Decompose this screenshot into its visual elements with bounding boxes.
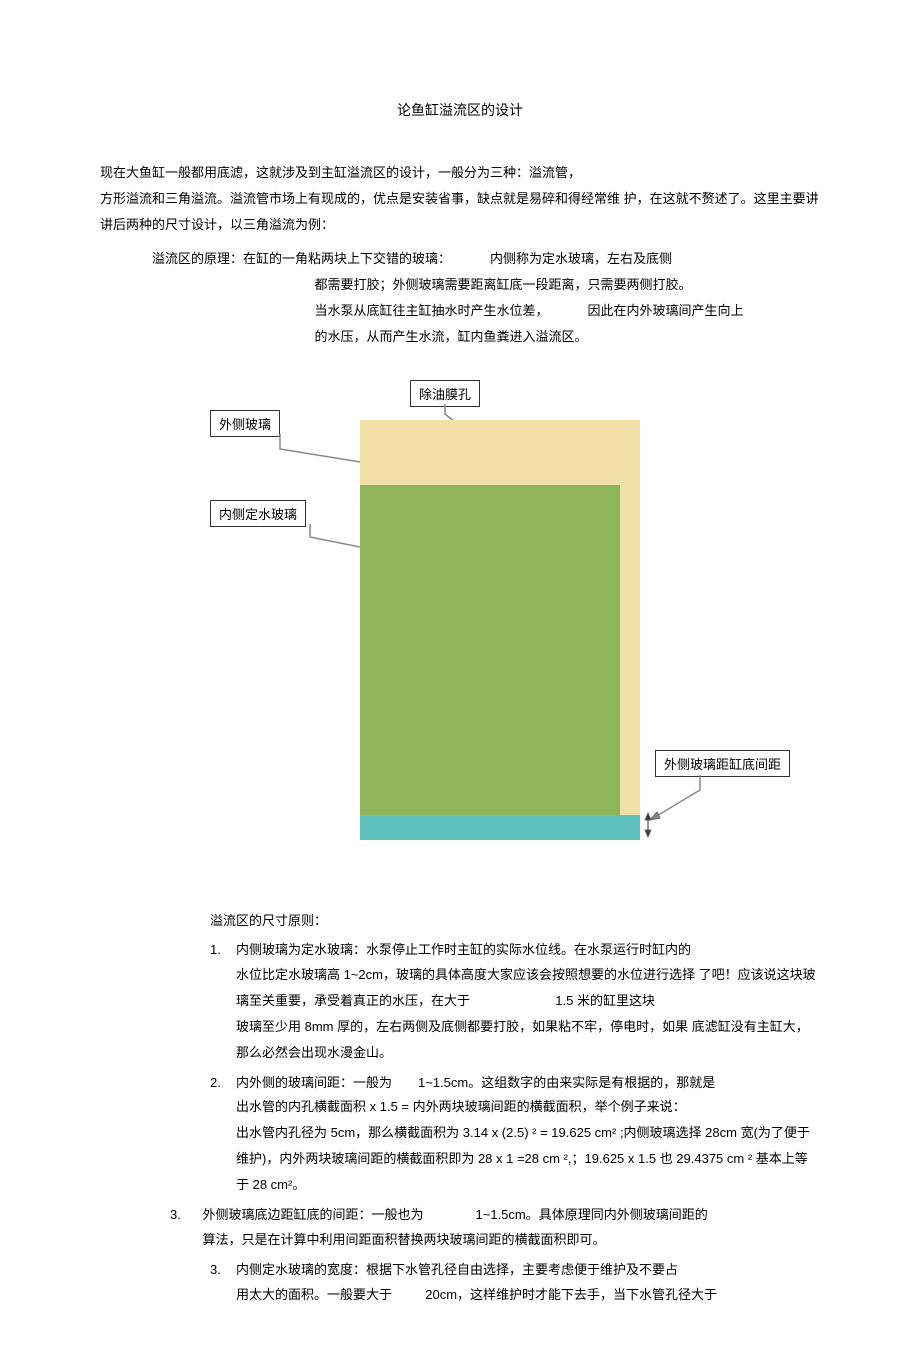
callout-gap: [640, 775, 710, 845]
rule-1-b2: 玻璃至少用 8mm 厚的，左右两侧及底侧都要打胶，如果粘不牢，停电时，如果 底滤…: [236, 1019, 809, 1060]
inner-glass-rect: [360, 485, 620, 840]
diagram: 除油膜孔 外侧玻璃 内侧定水玻璃 外侧玻璃距缸底间距: [100, 380, 820, 880]
rule-1: 1. 内侧玻璃为定水玻璃：水泵停止工作时主缸的实际水位线。在水泵运行时缸内的 水…: [210, 937, 820, 1066]
principle-l3b: 因此在内外玻璃间产生向上: [588, 298, 744, 324]
intro-line1: 现在大鱼缸一般都用底滤，这就涉及到主缸溢流区的设计，一般分为三种：溢流管，: [100, 165, 581, 180]
principle-l2: 都需要打胶；外侧玻璃需要距离缸底一段距离，只需要两侧打胶。: [315, 272, 821, 298]
principle-l4: 的水压，从而产生水流，缸内鱼粪进入溢流区。: [315, 324, 821, 350]
label-inner-glass: 内侧定水玻璃: [210, 500, 306, 527]
rule-4-num: 3.: [210, 1257, 236, 1283]
rule-2-b2: 出水管内孔径为 5cm，那么横截面积为 3.14 x (2.5) ² = 19.…: [236, 1125, 810, 1192]
rule-3-head-a: 外侧玻璃底边距缸底的间距：一般也为: [203, 1202, 424, 1228]
rule-4-b1a: 用太大的面积。一般要大于: [236, 1287, 392, 1302]
rule-2: 2. 内外侧的玻璃间距：一般为 1~1.5cm。这组数字的由来实际是有根据的，那…: [210, 1070, 820, 1199]
diagram-svg: [360, 420, 640, 840]
rule-2-num: 2.: [210, 1070, 236, 1096]
rule-1-num: 1.: [210, 937, 236, 963]
rule-3-num: 3.: [170, 1202, 203, 1228]
rule-3-b1: 算法，只是在计算中利用间距面积替换两块玻璃间距的横截面积即可。: [203, 1232, 606, 1247]
rule-2-b1: 出水管的内孔横截面积 x 1.5 = 内外两块玻璃间距的横截面积，举个例子来说：: [236, 1099, 686, 1114]
bottom-strip-rect: [360, 815, 640, 840]
intro-block: 现在大鱼缸一般都用底滤，这就涉及到主缸溢流区的设计，一般分为三种：溢流管， 方形…: [100, 160, 820, 238]
rule-1-b1b: 1.5 米的缸里这块: [555, 993, 655, 1008]
rule-1-head: 内侧玻璃为定水玻璃：水泵停止工作时主缸的实际水位线。在水泵运行时缸内的: [236, 937, 691, 963]
rule-3-outer: 3. 外侧玻璃底边距缸底的间距：一般也为 1~1.5cm。具体原理同内外侧玻璃间…: [170, 1202, 820, 1253]
intro-line2: 方形溢流和三角溢流。溢流管市场上有现成的，优点是安装省事，缺点就是易碎和得经常维…: [100, 191, 819, 232]
rules-list: 1. 内侧玻璃为定水玻璃：水泵停止工作时主缸的实际水位线。在水泵运行时缸内的 水…: [210, 937, 820, 1198]
rule-4-b1b: 20cm，这样维护时才能下去手，当下水管孔径大于: [425, 1287, 717, 1302]
rule-4-head: 内侧定水玻璃的宽度：根据下水管孔径自由选择，主要考虑便于维护及不要占: [236, 1257, 678, 1283]
principle-head-b: 内侧称为定水玻璃，左右及底侧: [490, 246, 672, 272]
principle-block: 溢流区的原理：在缸的一角粘两块上下交错的玻璃： 内侧称为定水玻璃，左右及底侧 都…: [152, 246, 820, 350]
label-oil-hole: 除油膜孔: [410, 380, 480, 407]
rule-4: 3. 内侧定水玻璃的宽度：根据下水管孔径自由选择，主要考虑便于维护及不要占 用太…: [210, 1257, 820, 1308]
rule-3-head-b: 1~1.5cm。具体原理同内外侧玻璃间距的: [476, 1202, 708, 1228]
principle-l3a: 当水泵从底缸往主缸抽水时产生水位差，: [315, 298, 549, 324]
rules-list-2: 3. 内侧定水玻璃的宽度：根据下水管孔径自由选择，主要考虑便于维护及不要占 用太…: [210, 1257, 820, 1308]
rule-2-head-a: 内外侧的玻璃间距：一般为: [236, 1070, 392, 1096]
rule-2-head-b: 1~1.5cm。这组数字的由来实际是有根据的，那就是: [418, 1070, 715, 1096]
label-outer-glass: 外侧玻璃: [210, 410, 280, 437]
page-title: 论鱼缸溢流区的设计: [100, 100, 820, 120]
size-principle-title: 溢流区的尺寸原则：: [210, 910, 820, 929]
rule-1-b1a: 水位比定水玻璃高 1~2cm，玻璃的具体高度大家应该会按照想要的水位进行选择 了…: [236, 967, 816, 1008]
principle-head-a: 溢流区的原理：在缸的一角粘两块上下交错的玻璃：: [152, 246, 451, 272]
label-bottom-gap: 外侧玻璃距缸底间距: [655, 750, 790, 777]
